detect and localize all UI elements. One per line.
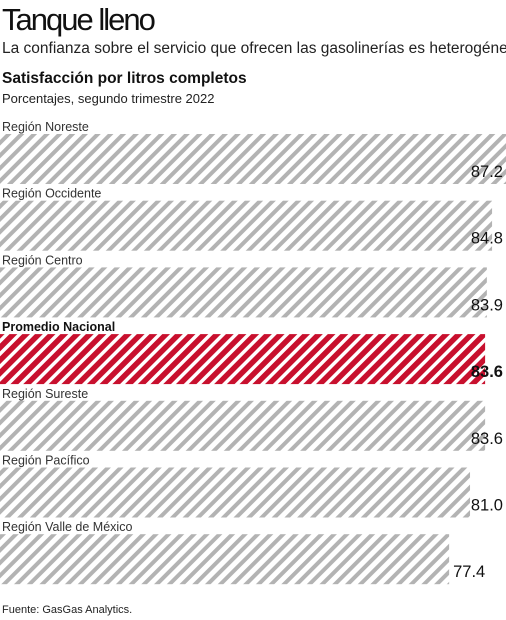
bar <box>0 467 471 518</box>
value-label: 84.8 <box>471 230 503 248</box>
category-label: Región Sureste <box>2 387 88 401</box>
bar <box>0 534 450 585</box>
category-label: Región Centro <box>2 253 83 267</box>
value-label: 83.9 <box>471 296 503 314</box>
bar <box>0 267 487 318</box>
value-label: 83.6 <box>471 363 503 381</box>
chart-title: Satisfacción por litros completos <box>2 70 247 87</box>
bar <box>0 200 493 251</box>
chart-subtitle-main: La confianza sobre el servicio que ofrec… <box>2 40 506 57</box>
bar <box>0 134 506 184</box>
chart-title-main: Tanque lleno <box>2 2 156 37</box>
category-label: Región Occidente <box>2 187 101 201</box>
chart-subtitle: Porcentajes, segundo trimestre 2022 <box>2 91 215 106</box>
bar <box>0 400 486 451</box>
category-label: Región Noreste <box>2 120 89 134</box>
value-label: 87.2 <box>471 163 503 181</box>
value-label: 77.4 <box>453 563 485 581</box>
category-label: Región Pacífico <box>2 454 90 468</box>
value-label: 83.6 <box>471 430 503 448</box>
category-label: Región Valle de México <box>2 520 132 534</box>
value-label: 81.0 <box>471 497 503 515</box>
category-label: Promedio Nacional <box>2 320 115 334</box>
source-note: Fuente: GasGas Analytics. <box>2 604 133 616</box>
bar-highlight <box>0 334 486 385</box>
